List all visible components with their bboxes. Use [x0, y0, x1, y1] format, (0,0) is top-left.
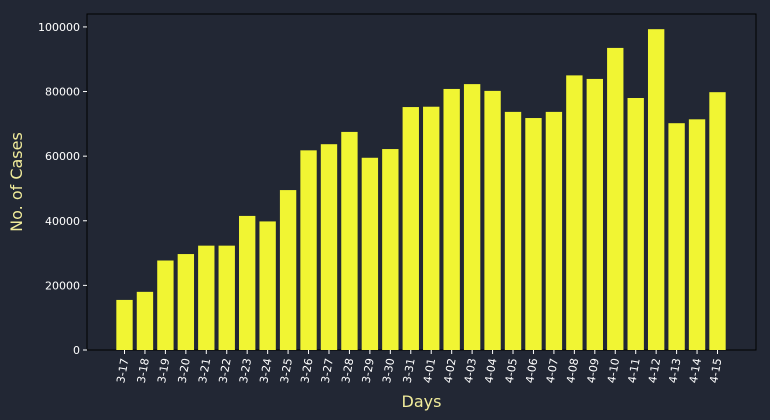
bar-3-22 [219, 246, 235, 350]
y-axis-ticks: 0 20000 40000 60000 80000 100000 [38, 21, 87, 357]
x-tick-label: 4-12 [646, 357, 663, 384]
x-tick-label: 4-14 [687, 357, 704, 384]
x-tick-label: 3-30 [380, 357, 397, 384]
y-tick-label: 100000 [38, 21, 80, 34]
x-tick-label: 3-17 [114, 357, 131, 384]
x-tick-label: 4-09 [585, 357, 602, 384]
x-tick-label: 4-03 [462, 357, 479, 384]
bar-4-05 [505, 112, 521, 350]
y-tick-label: 40000 [45, 215, 80, 228]
x-tick-label: 3-28 [339, 357, 356, 384]
x-tick-label: 3-27 [319, 357, 336, 384]
x-tick-label: 4-04 [482, 357, 499, 384]
bar-3-25 [280, 190, 296, 350]
bar-4-02 [443, 89, 459, 350]
bar-4-08 [566, 75, 582, 350]
bar-4-15 [709, 92, 725, 350]
bar-4-06 [525, 118, 541, 350]
bar-3-18 [137, 292, 153, 350]
x-tick-label: 3-21 [196, 357, 213, 384]
x-tick-label: 4-01 [421, 357, 438, 384]
bar-3-24 [259, 221, 275, 350]
y-tick-label: 60000 [45, 150, 80, 163]
x-tick-label: 3-18 [135, 357, 152, 384]
x-tick-label: 4-13 [666, 357, 683, 384]
bar-4-03 [464, 84, 480, 350]
bar-3-17 [116, 300, 132, 350]
bar-4-14 [689, 119, 705, 350]
x-tick-label: 4-07 [544, 357, 561, 384]
bar-4-07 [546, 112, 562, 350]
y-tick-label: 20000 [45, 279, 80, 292]
x-axis-label: Days [402, 392, 442, 411]
x-tick-label: 3-20 [176, 357, 193, 384]
x-tick-label: 3-24 [257, 357, 274, 384]
x-tick-label: 3-25 [278, 357, 295, 384]
bar-4-04 [484, 91, 500, 350]
x-axis-ticks: 3-17 3-18 3-19 3-20 3-21 3-22 3-23 3-24 3-25 3-26… [114, 350, 724, 384]
bar-4-13 [668, 123, 684, 350]
x-tick-label: 3-22 [217, 357, 234, 384]
bar-3-26 [300, 150, 316, 350]
x-tick-label: 4-08 [564, 357, 581, 384]
x-tick-label: 4-11 [626, 357, 643, 384]
x-tick-label: 4-15 [707, 357, 724, 384]
x-tick-label: 3-23 [237, 357, 254, 384]
x-tick-label: 3-26 [298, 357, 315, 384]
y-axis-label: No. of Cases [7, 132, 26, 232]
x-tick-label: 4-10 [605, 357, 622, 384]
bar-4-12 [648, 29, 664, 350]
bar-3-29 [362, 158, 378, 350]
bar-3-30 [382, 149, 398, 350]
bar-3-27 [321, 144, 337, 350]
bar-4-01 [423, 107, 439, 350]
bar-4-09 [587, 79, 603, 350]
bar-3-23 [239, 216, 255, 350]
bar-4-11 [628, 98, 644, 350]
x-tick-label: 4-02 [441, 357, 458, 384]
bar-3-28 [341, 132, 357, 350]
bar-4-10 [607, 48, 623, 350]
bar-3-21 [198, 246, 214, 350]
bar-3-19 [157, 261, 173, 350]
x-tick-label: 4-05 [503, 357, 520, 384]
x-tick-label: 4-06 [523, 357, 540, 384]
x-tick-label: 3-19 [155, 357, 172, 384]
x-tick-label: 3-31 [401, 357, 418, 384]
bar-3-31 [403, 107, 419, 350]
y-tick-label: 0 [73, 344, 80, 357]
bar-3-20 [178, 254, 194, 350]
y-tick-label: 80000 [45, 86, 80, 99]
x-tick-label: 3-29 [360, 357, 377, 384]
